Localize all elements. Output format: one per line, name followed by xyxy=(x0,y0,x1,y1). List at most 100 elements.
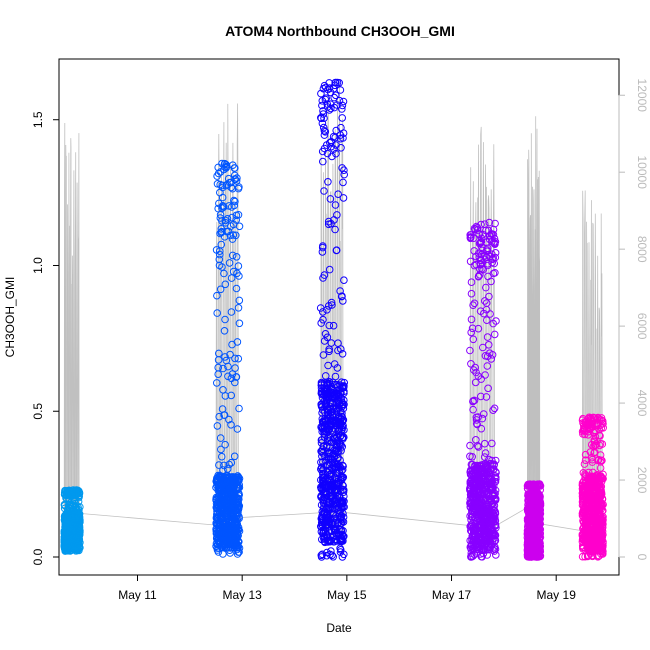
data-point xyxy=(472,416,481,424)
data-point xyxy=(321,372,330,380)
data-point xyxy=(235,474,244,483)
data-point xyxy=(320,537,329,546)
data-point xyxy=(318,512,326,520)
data-point xyxy=(492,317,500,325)
data-point xyxy=(339,488,348,497)
data-point xyxy=(327,142,336,151)
data-point xyxy=(525,492,534,501)
data-point xyxy=(317,114,326,123)
data-point xyxy=(467,278,476,287)
data-point xyxy=(319,107,327,115)
data-point xyxy=(325,302,333,310)
data-point xyxy=(490,547,499,555)
data-point xyxy=(320,187,328,195)
data-point xyxy=(332,141,340,149)
data-point xyxy=(335,439,343,448)
data-point xyxy=(596,526,604,535)
data-point xyxy=(227,511,235,519)
data-point xyxy=(215,527,223,536)
y-tick-label: 0.0 xyxy=(31,548,45,565)
data-point xyxy=(73,541,81,549)
data-point xyxy=(235,296,244,305)
data-point xyxy=(231,496,240,504)
data-point xyxy=(218,452,226,461)
data-point xyxy=(466,498,475,507)
data-point xyxy=(213,309,221,317)
data-point xyxy=(229,267,238,276)
data-point xyxy=(466,231,475,239)
data-point xyxy=(218,513,227,522)
data-point xyxy=(467,360,475,368)
data-point xyxy=(324,503,333,511)
data-point xyxy=(477,424,486,433)
data-point xyxy=(487,355,496,363)
data-point xyxy=(488,258,497,267)
data-point xyxy=(578,486,587,494)
data-point xyxy=(528,530,536,539)
data-point xyxy=(212,519,221,528)
data-point xyxy=(492,473,500,482)
data-point xyxy=(319,157,327,166)
data-point xyxy=(482,226,490,235)
data-point xyxy=(72,544,81,552)
data-point xyxy=(234,475,243,484)
data-point xyxy=(472,498,481,507)
data-point xyxy=(524,498,533,506)
data-point xyxy=(469,466,477,475)
data-point xyxy=(532,503,541,511)
data-point xyxy=(235,319,244,328)
data-point xyxy=(481,462,490,470)
y2-tick-label: 0 xyxy=(635,554,649,561)
data-point xyxy=(491,468,500,476)
data-point xyxy=(324,481,333,490)
data-point xyxy=(230,171,239,180)
data-point xyxy=(338,350,347,358)
data-point xyxy=(337,394,346,403)
data-point xyxy=(215,199,223,208)
data-point xyxy=(215,412,223,421)
data-point xyxy=(234,304,243,312)
x-tick-label: May 13 xyxy=(222,588,262,602)
data-point xyxy=(468,324,477,333)
data-point xyxy=(224,537,233,546)
data-point xyxy=(330,103,339,112)
data-point xyxy=(216,214,225,222)
data-point xyxy=(479,519,487,528)
data-point xyxy=(590,437,599,446)
data-point xyxy=(232,231,240,240)
data-point xyxy=(338,412,346,421)
data-point xyxy=(213,510,221,519)
data-point xyxy=(579,543,587,552)
data-point xyxy=(467,328,476,337)
data-point xyxy=(484,501,492,509)
data-point xyxy=(319,351,328,359)
data-point xyxy=(325,265,334,274)
data-point xyxy=(320,131,329,139)
data-point xyxy=(227,458,236,467)
data-point xyxy=(320,534,328,543)
data-point xyxy=(322,94,331,102)
data-point xyxy=(317,458,325,467)
data-point xyxy=(320,114,328,122)
data-point xyxy=(337,519,345,528)
data-point xyxy=(218,193,227,202)
data-point xyxy=(214,370,222,379)
data-point xyxy=(228,251,237,260)
data-point xyxy=(470,396,479,405)
data-point xyxy=(585,544,593,552)
data-point xyxy=(220,411,228,419)
data-point xyxy=(223,215,232,223)
data-point xyxy=(474,372,483,381)
data-point xyxy=(227,308,236,316)
data-point xyxy=(221,482,230,491)
data-point xyxy=(75,511,83,519)
data-point xyxy=(227,374,236,383)
data-point xyxy=(578,538,587,546)
data-point xyxy=(535,491,544,500)
data-point xyxy=(595,481,604,490)
data-point xyxy=(217,225,226,233)
data-point xyxy=(487,483,495,492)
data-point xyxy=(334,499,342,508)
data-point xyxy=(585,487,594,495)
data-point xyxy=(481,449,490,457)
